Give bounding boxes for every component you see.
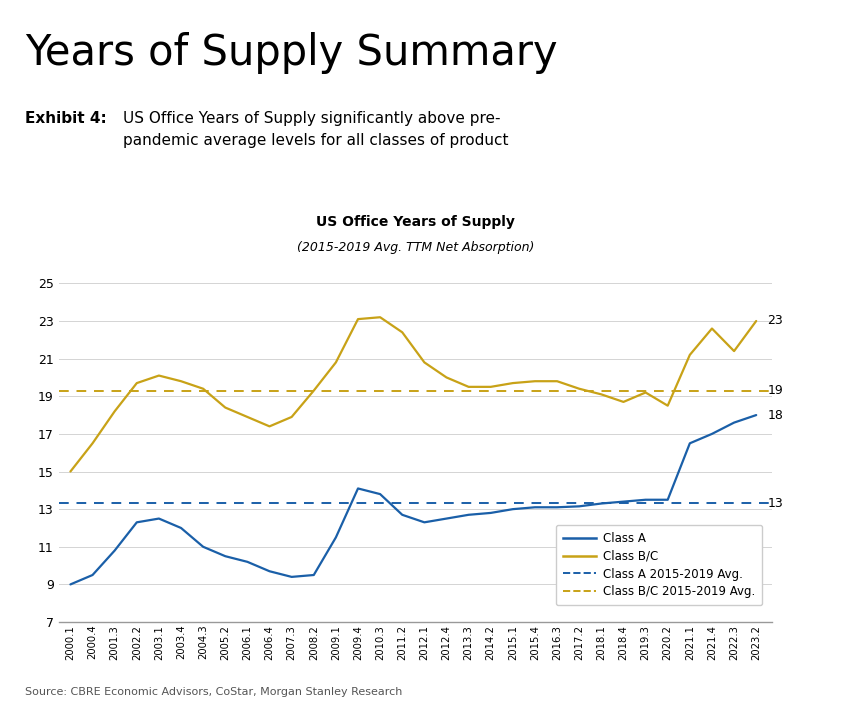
Text: Source: CBRE Economic Advisors, CoStar, Morgan Stanley Research: Source: CBRE Economic Advisors, CoStar, … bbox=[25, 687, 403, 697]
Text: 13: 13 bbox=[767, 497, 783, 510]
Text: (2015-2019 Avg. TTM Net Absorption): (2015-2019 Avg. TTM Net Absorption) bbox=[297, 241, 534, 254]
Text: US Office Years of Supply significantly above pre-
pandemic average levels for a: US Office Years of Supply significantly … bbox=[123, 111, 509, 148]
Text: 19: 19 bbox=[767, 384, 783, 397]
Text: Exhibit 4:: Exhibit 4: bbox=[25, 111, 107, 126]
Text: 18: 18 bbox=[767, 408, 784, 422]
Legend: Class A, Class B/C, Class A 2015-2019 Avg., Class B/C 2015-2019 Avg.: Class A, Class B/C, Class A 2015-2019 Av… bbox=[555, 525, 762, 606]
Text: Years of Supply Summary: Years of Supply Summary bbox=[25, 32, 558, 74]
Text: US Office Years of Supply: US Office Years of Supply bbox=[316, 214, 515, 229]
Text: 23: 23 bbox=[767, 315, 783, 327]
